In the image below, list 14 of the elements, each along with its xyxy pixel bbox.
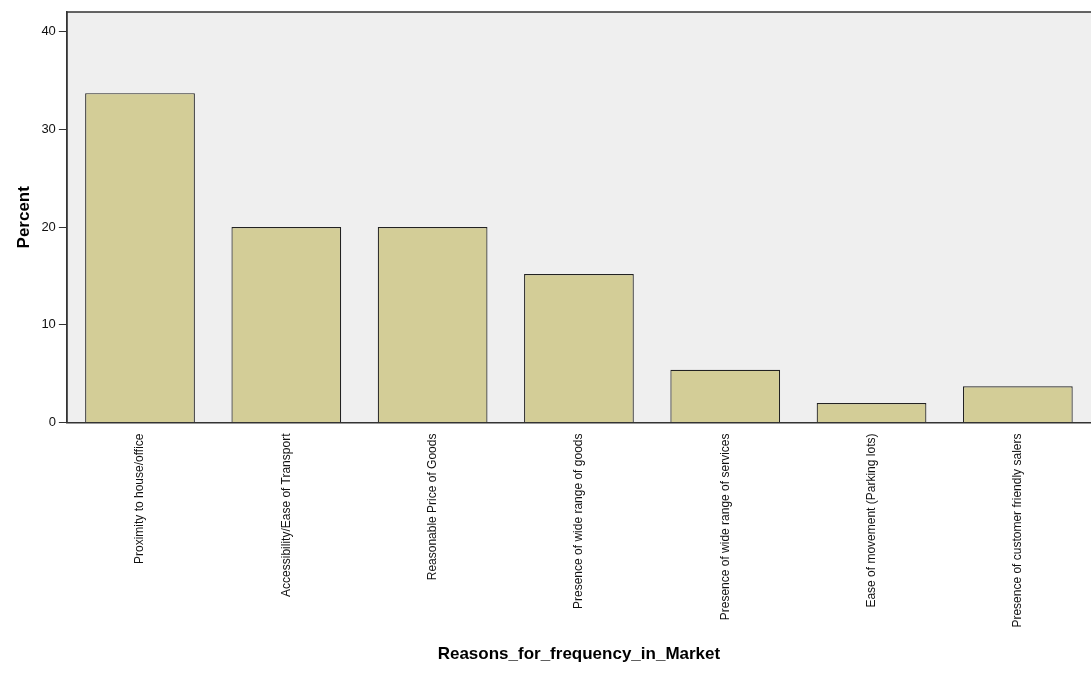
x-axis-title: Reasons_for_frequency_in_Market <box>437 644 721 664</box>
x-tick-label: Proximity to house/office <box>132 433 147 565</box>
y-tick-label: 20 <box>41 218 56 234</box>
x-tick-label: Presence of customer friendly salers <box>1010 433 1025 628</box>
x-tick-label: Presence of wide range of goods <box>571 433 586 609</box>
y-tick-label: 40 <box>41 23 56 39</box>
x-tick-label: Presence of wide range of services <box>717 433 732 621</box>
x-tick-label: Ease of movement (Parking lots) <box>863 433 878 608</box>
x-tick-label: Reasonable Price of Goods <box>424 433 439 581</box>
y-tick-label: 0 <box>48 414 56 430</box>
y-tick-label: 30 <box>41 120 56 136</box>
x-tick-label: Accessibility/Ease of Transport <box>278 432 293 597</box>
y-axis-title: Percent <box>13 185 33 249</box>
y-tick-label: 10 <box>41 316 56 332</box>
